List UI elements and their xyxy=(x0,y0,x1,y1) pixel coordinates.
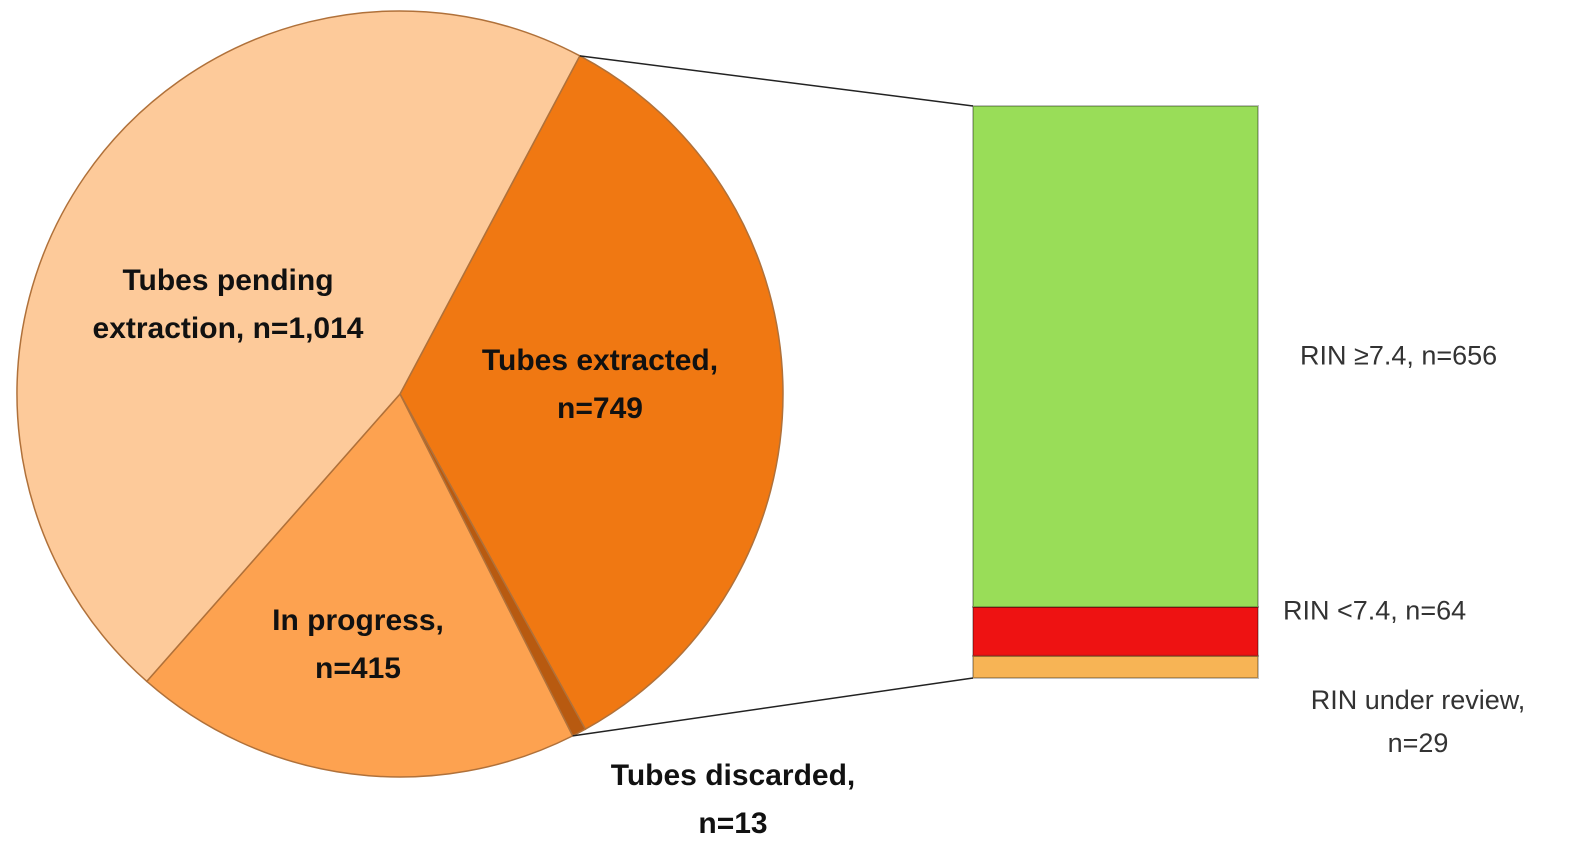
bar-segment xyxy=(972,105,1259,608)
bar-label: RIN <7.4, n=64 xyxy=(1283,595,1467,626)
pie-label: In progress, n=415 xyxy=(272,604,444,685)
bar-label: RIN under review, n=29 xyxy=(1310,684,1526,758)
bar-label: RIN ≥7.4, n=656 xyxy=(1300,340,1498,371)
connector xyxy=(579,55,974,107)
connector xyxy=(572,677,974,737)
pie-label: Tubes discarded, n=13 xyxy=(610,759,856,840)
bar-segment xyxy=(972,654,1259,680)
pie-slice xyxy=(16,10,581,683)
pie-label: Tubes pending extraction, n=1,014 xyxy=(92,264,364,345)
bar-segment xyxy=(972,605,1259,657)
pie-slice xyxy=(399,54,784,731)
pie-label: Tubes extracted, n=749 xyxy=(481,344,719,425)
pie-slice xyxy=(145,392,574,778)
